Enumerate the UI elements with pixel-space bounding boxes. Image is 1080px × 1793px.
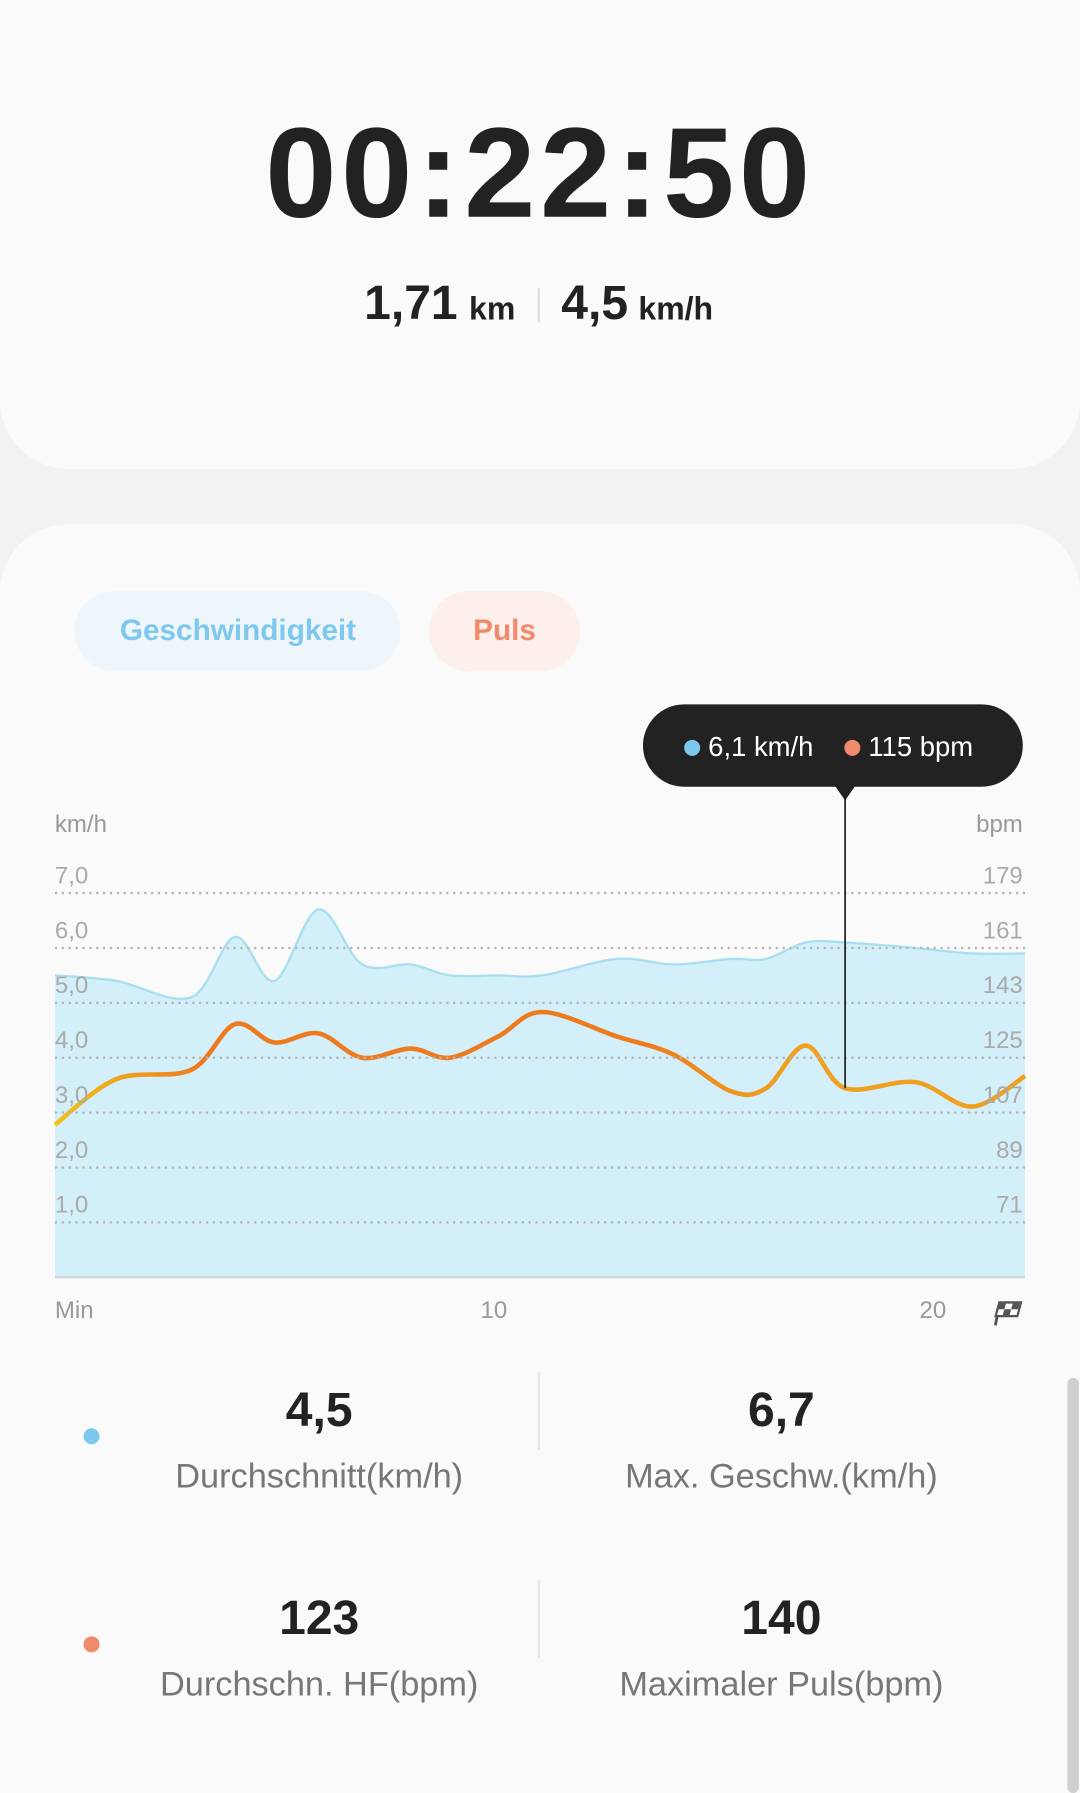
stat-value: 123: [279, 1592, 359, 1645]
series-line: [54, 908, 1026, 1000]
tooltip: [642, 704, 1023, 787]
flag-check: [1002, 1309, 1012, 1317]
chart: km/h bpm Min 1,0 2,0 3,0 4,0 5,0 6,0 7,0 71 89 107 12…: [53, 704, 1027, 1326]
y2-tick-label: 125: [983, 1027, 1023, 1054]
stat-label: Durchschnitt(km/h): [175, 1458, 463, 1496]
speed: 4,5: [561, 277, 628, 330]
distance-unit: km: [469, 290, 515, 326]
y-tick-label: 1,0: [55, 1192, 88, 1219]
summary-card: [0, 0, 1080, 469]
tooltip-speed: 6,1 km/h: [708, 731, 813, 762]
stat-label: Max. Geschw.(km/h): [625, 1458, 938, 1496]
speed-area: [54, 909, 1026, 1278]
legend-dot: [684, 739, 701, 756]
y-tick-label: 6,0: [55, 917, 88, 944]
y2-tick-label: 161: [983, 917, 1023, 944]
stat-value: 4,5: [286, 1384, 353, 1437]
y-tick-label: 7,0: [55, 862, 88, 889]
stat-label: Maximaler Puls(bpm): [619, 1666, 943, 1704]
y2-tick-label: 179: [983, 862, 1023, 889]
scrollbar: [1067, 1377, 1079, 1793]
flag-check: [1011, 1302, 1020, 1310]
speed-dot: [83, 1428, 100, 1445]
distance: 1,71: [364, 277, 457, 330]
duration: 00:22:50: [265, 102, 814, 245]
flag-check: [997, 1302, 1007, 1310]
y-tick-label: 3,0: [55, 1082, 88, 1109]
y-axis-label: km/h: [55, 811, 107, 838]
pulse-tab-label[interactable]: Puls: [473, 614, 536, 647]
finish-flag: [993, 1301, 1023, 1326]
tooltip-pulse: 115 bpm: [868, 731, 973, 762]
pulse-dot: [83, 1636, 100, 1653]
legend-dot: [844, 739, 861, 756]
y2-axis-label: bpm: [976, 811, 1023, 838]
tooltip-pointer: [834, 785, 856, 801]
y-tick-label: 5,0: [55, 972, 88, 999]
y2-tick-label: 89: [996, 1137, 1023, 1164]
speed-tab-label[interactable]: Geschwindigkeit: [120, 614, 356, 647]
y-tick-label: 2,0: [55, 1137, 88, 1164]
x-axis-label: Min: [55, 1297, 94, 1324]
y2-tick-label: 143: [983, 972, 1023, 999]
x-tick-label: 20: [920, 1297, 947, 1324]
stat-label: Durchschn. HF(bpm): [160, 1666, 478, 1704]
y-tick-label: 4,0: [55, 1027, 88, 1054]
speed-tab[interactable]: [74, 591, 401, 672]
stat-value: 6,7: [748, 1384, 815, 1437]
pulse-tab[interactable]: [429, 591, 581, 672]
stat-value: 140: [741, 1592, 821, 1645]
y2-tick-label: 71: [996, 1192, 1023, 1219]
series-line: [53, 1009, 1027, 1127]
speed-unit: km/h: [638, 290, 713, 326]
x-tick-label: 10: [481, 1297, 508, 1324]
y2-tick-label: 107: [983, 1082, 1023, 1109]
